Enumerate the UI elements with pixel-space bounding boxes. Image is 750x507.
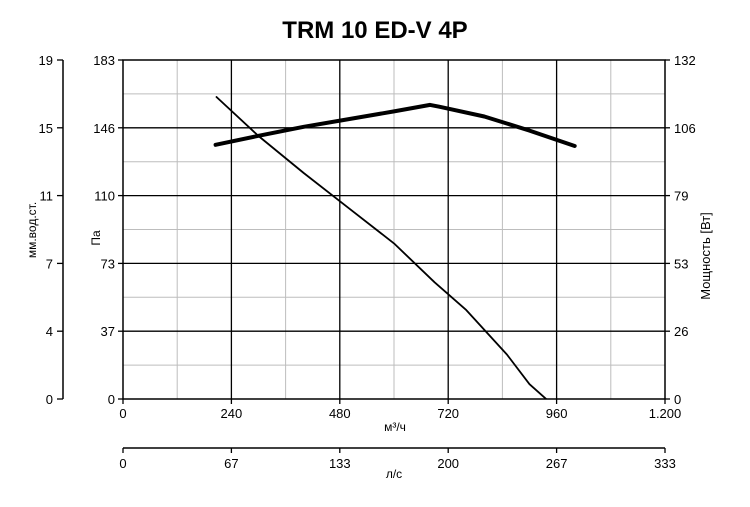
right-tick-label: 53 [674,256,688,271]
right-tick-label: 106 [674,121,696,136]
left-inner-tick-label: 146 [93,121,115,136]
left-inner-tick-label: 110 [94,189,115,204]
grid [122,59,666,400]
x2-tick-label: 333 [654,456,676,471]
left-outer-tick-label: 11 [40,189,54,204]
left-outer-tick-label: 0 [46,392,53,407]
left-outer-axis-label: мм.вод.ст. [25,202,39,258]
right-tick-label: 79 [674,189,688,204]
x2-tick-label: 200 [437,456,459,471]
x-axis-label: м³/ч [384,420,406,434]
right-tick-label: 26 [674,324,688,339]
axes: 0 4 7 11 15 19 0 37 73 110 146 183 0 26 53 79 106 132 0 240… [39,53,696,471]
x-tick-label: 240 [221,406,243,421]
left-inner-tick-label: 183 [93,53,115,68]
x-tick-label: 480 [329,406,351,421]
plot-frame [122,59,666,400]
series-group [213,96,577,399]
x2-tick-label: 67 [224,456,238,471]
x-tick-label: 0 [119,406,126,421]
left-inner-tick-label: 37 [101,324,115,339]
pressure-curve [215,96,548,399]
x-tick-label: 1.200 [649,406,682,421]
x2-tick-label: 0 [119,456,126,471]
x-tick-label: 720 [437,406,459,421]
x2-axis-label: л/с [386,467,402,481]
right-axis-label: Мощность [Вт] [698,212,713,300]
left-outer-tick-label: 15 [39,121,53,136]
left-inner-axis-label: Па [89,230,103,246]
left-inner-tick-label: 0 [108,392,115,407]
left-outer-tick-label: 19 [39,53,53,68]
left-inner-tick-label: 73 [101,256,115,271]
right-tick-label: 0 [674,392,681,407]
right-tick-label: 132 [674,53,696,68]
left-outer-tick-label: 4 [46,324,53,339]
x-tick-label: 960 [546,406,568,421]
x2-tick-label: 267 [546,456,568,471]
power-curve [213,102,577,148]
x2-tick-label: 133 [329,456,351,471]
left-outer-tick-label: 7 [46,256,53,271]
chart-title: TRM 10 ED-V 4P [282,17,467,44]
